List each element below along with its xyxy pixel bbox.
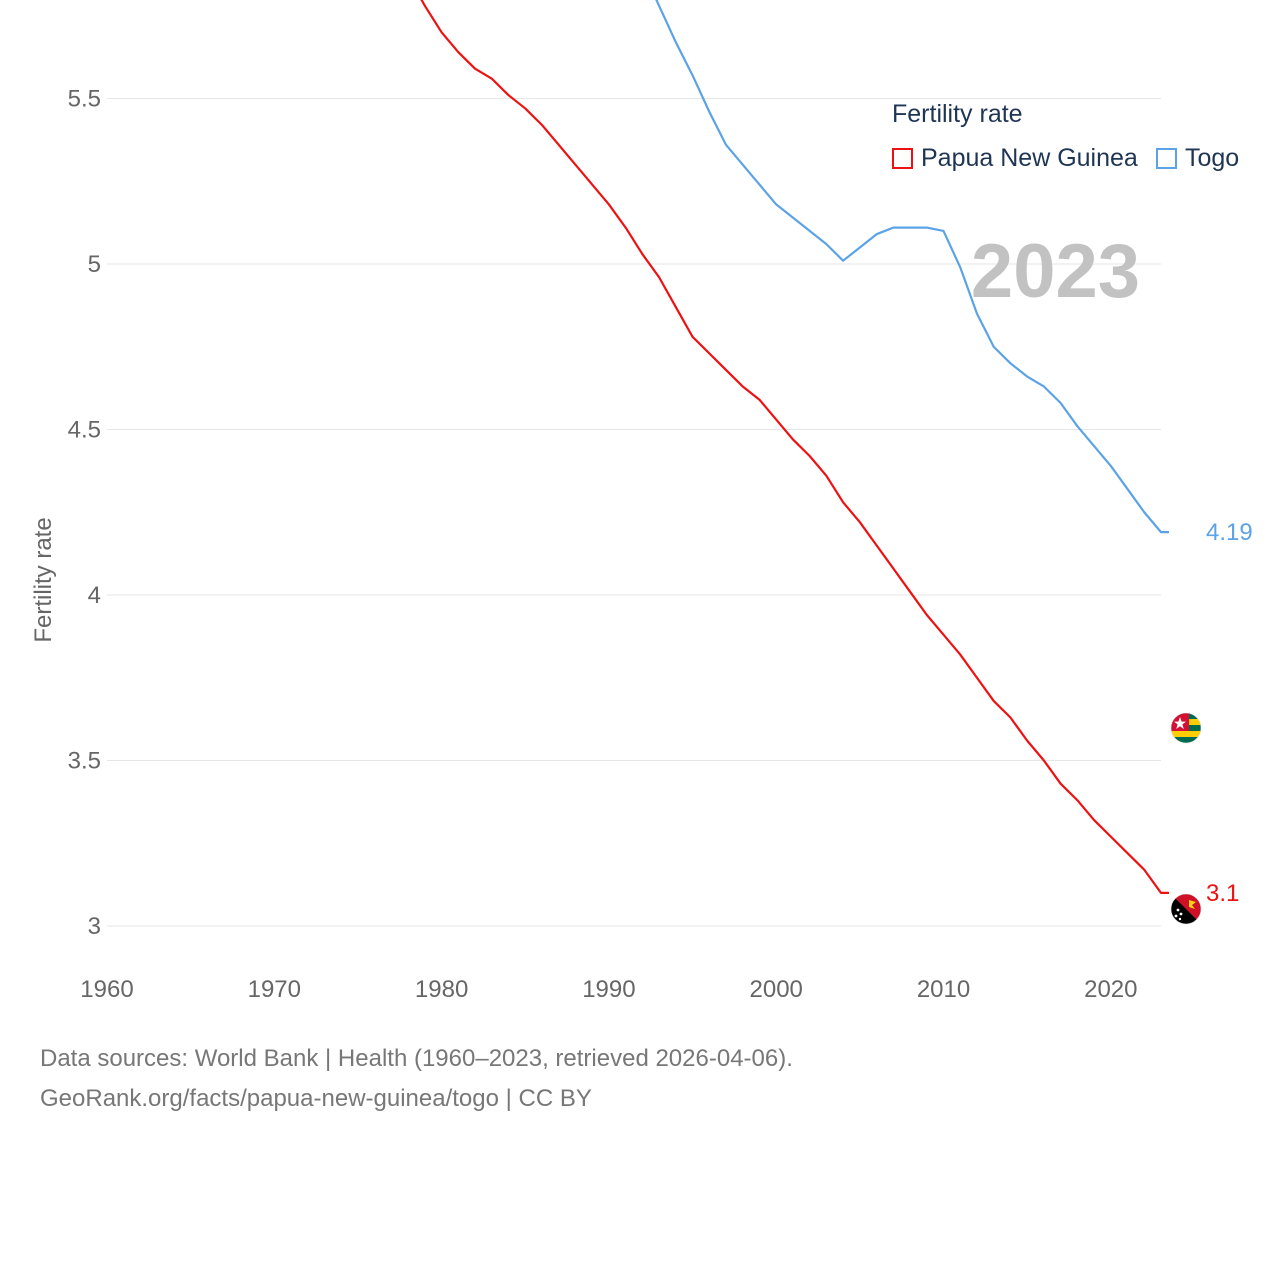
legend-label-togo: Togo — [1185, 143, 1240, 172]
year-label: 2023 — [970, 229, 1140, 314]
series-line-papua-new-guinea — [420, 0, 1169, 895]
legend-item-togo[interactable]: Togo — [1156, 143, 1239, 173]
x-tick-label: 1960 — [80, 976, 133, 1003]
x-tick-label: 2020 — [1084, 976, 1137, 1003]
x-tick-label: 1980 — [415, 976, 468, 1003]
y-tick-label: 5 — [88, 251, 101, 278]
y-tick-label: 4.5 — [68, 417, 101, 444]
end-value-label: 3.1 — [1206, 880, 1239, 907]
x-tick-label: 2010 — [917, 976, 970, 1003]
y-tick-label: 3.5 — [68, 748, 101, 775]
end-value-label: 4.19 — [1206, 519, 1253, 546]
legend-title: Fertility rate — [892, 100, 1023, 128]
footer-link[interactable]: GeoRank.org/facts/papua-new-guinea/togo … — [40, 1085, 592, 1112]
y-tick-label: 5.5 — [68, 86, 101, 113]
legend-swatch-papua-new-guinea — [892, 147, 913, 169]
series-line-togo — [655, 0, 1169, 534]
legend-item-papua-new-guinea[interactable]: Papua New Guinea — [892, 143, 1138, 173]
x-tick-label: 1970 — [248, 976, 301, 1003]
x-tick-label: 2000 — [750, 976, 803, 1003]
legend-label-papua-new-guinea: Papua New Guinea — [921, 143, 1138, 172]
papua-new-guinea-flag-icon — [1171, 894, 1201, 924]
footer-sources: Data sources: World Bank | Health (1960–… — [40, 1045, 793, 1072]
y-tick-label: 4 — [88, 582, 101, 609]
legend-swatch-togo — [1156, 147, 1177, 169]
x-tick-label: 1990 — [582, 976, 635, 1003]
y-tick-label: 3 — [88, 913, 101, 940]
y-axis-label: Fertility rate — [30, 517, 57, 642]
